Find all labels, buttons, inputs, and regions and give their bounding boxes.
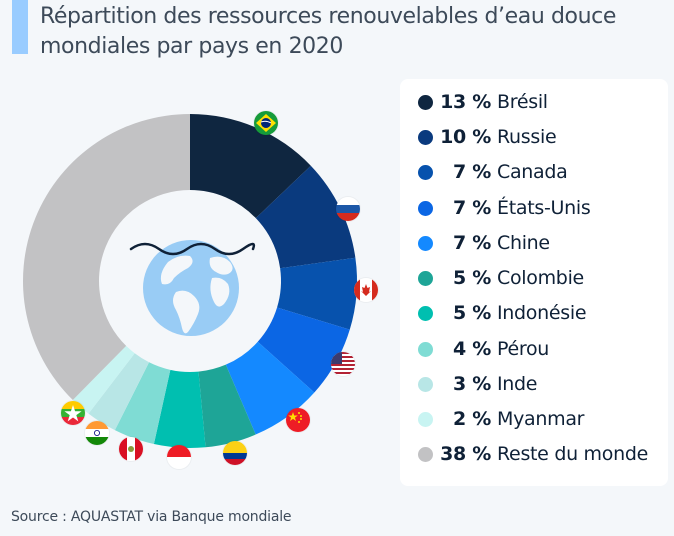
legend-dot-reste-du-monde (418, 446, 433, 462)
legend-percent: 7 % (453, 232, 491, 254)
donut-slice-colombie (198, 364, 256, 448)
donut-slice-inde (88, 353, 150, 431)
legend-item: 5 % Indonésie (418, 298, 668, 328)
donut-slice-canada (277, 257, 357, 330)
legend-item: 7 % États-Unis (418, 193, 668, 223)
legend-dot-chine (418, 235, 433, 251)
india-flag-icon (85, 421, 109, 445)
globe-land-europe (209, 256, 233, 275)
legend-item: 7 % Chine (418, 228, 668, 258)
legend-item: 38 % Reste du monde (418, 439, 668, 469)
myanmar-flag-icon (61, 401, 85, 425)
russia-flag-icon (336, 197, 360, 221)
peru-flag-icon (119, 437, 143, 461)
donut-slice-russie (255, 165, 356, 269)
legend-label: Canada (497, 161, 568, 183)
legend-item: 5 % Colombie (418, 263, 668, 293)
donut-slices (22, 114, 357, 448)
water-wave-line (129, 242, 256, 256)
legend-percent: 7 % (453, 197, 491, 219)
legend-percent: 4 % (453, 338, 491, 360)
legend-label: Russie (497, 126, 557, 148)
donut-slice-perou (114, 362, 171, 445)
chart-legend: 13 % Brésil 10 % Russie 7 % Canada 7 % É… (400, 79, 668, 486)
donut-chart (22, 111, 378, 469)
legend-label: Inde (497, 373, 538, 395)
brazil-flag-icon (254, 111, 278, 135)
donut-slice-myanmar (72, 345, 135, 414)
legend-dot-indonesie (418, 305, 433, 321)
legend-item: 4 % Pérou (418, 334, 668, 364)
legend-percent: 3 % (453, 373, 491, 395)
legend-dot-myanmar (418, 411, 433, 427)
globe-land-north-america (160, 255, 193, 285)
legend-percent: 10 % (440, 126, 491, 148)
legend-label: Pérou (497, 338, 550, 360)
globe-land-africa (210, 277, 230, 307)
legend-percent: 38 % (440, 443, 491, 465)
legend-item: 13 % Brésil (418, 87, 668, 117)
legend-percent: 5 % (453, 267, 491, 289)
legend-item: 3 % Inde (418, 369, 668, 399)
legend-label: Chine (497, 232, 550, 254)
source-note: Source : AQUASTAT via Banque mondiale (11, 509, 292, 525)
legend-label: Myanmar (497, 408, 585, 430)
legend-percent: 13 % (440, 91, 491, 113)
indonesia-flag-icon (167, 445, 191, 469)
globe-water-icon (129, 240, 256, 336)
legend-dot-inde (418, 376, 433, 392)
chart-title: Répartition des ressources renouvelables… (40, 4, 616, 59)
globe-land-south-america (173, 290, 200, 334)
legend-label: Indonésie (497, 302, 587, 324)
legend-dot-russie (418, 129, 433, 145)
donut-slice-reste-du-monde (22, 114, 191, 401)
legend-label: Reste du monde (497, 443, 648, 465)
donut-slice-indonesie (153, 369, 206, 448)
legend-dot-etats-unis (418, 200, 433, 216)
china-flag-icon (286, 408, 310, 432)
donut-slice-bresil (190, 114, 311, 219)
title-accent-bar (12, 0, 28, 54)
legend-item: 10 % Russie (418, 122, 668, 152)
canada-flag-icon (354, 278, 378, 302)
legend-percent: 2 % (453, 408, 491, 430)
legend-item: 2 % Myanmar (418, 404, 668, 434)
donut-chart-svg (22, 114, 357, 448)
legend-label: États-Unis (497, 197, 591, 219)
legend-percent: 5 % (453, 302, 491, 324)
legend-item: 7 % Canada (418, 157, 668, 187)
usa-flag-icon (331, 352, 355, 376)
legend-dot-perou (418, 341, 433, 357)
donut-slice-etats-unis (257, 307, 350, 393)
legend-dot-bresil (418, 94, 433, 110)
legend-label: Brésil (497, 91, 548, 113)
colombia-flag-icon (223, 441, 247, 465)
legend-percent: 7 % (453, 161, 491, 183)
legend-label: Colombie (497, 267, 584, 289)
legend-dot-canada (418, 164, 433, 180)
legend-dot-colombie (418, 270, 433, 286)
